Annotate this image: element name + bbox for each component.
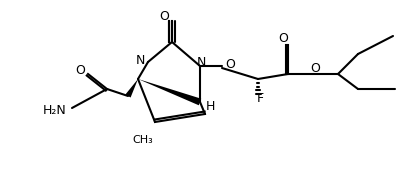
- Text: N: N: [135, 54, 145, 66]
- Text: F: F: [256, 91, 264, 105]
- Text: O: O: [75, 63, 85, 77]
- Text: O: O: [310, 61, 320, 75]
- Polygon shape: [138, 79, 201, 105]
- Text: CH₃: CH₃: [133, 135, 154, 145]
- Text: H: H: [206, 100, 215, 114]
- Text: H₂N: H₂N: [43, 103, 67, 116]
- Text: N: N: [196, 56, 206, 70]
- Text: O: O: [225, 57, 235, 70]
- Polygon shape: [125, 79, 138, 98]
- Text: O: O: [278, 33, 288, 45]
- Text: O: O: [159, 10, 169, 24]
